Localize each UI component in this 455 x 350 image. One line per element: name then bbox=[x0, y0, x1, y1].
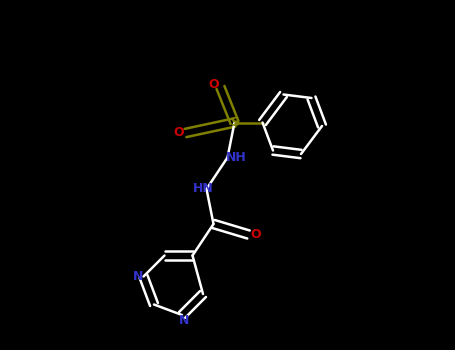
Text: N: N bbox=[133, 270, 143, 283]
Text: O: O bbox=[173, 126, 184, 140]
Text: O: O bbox=[250, 228, 261, 241]
Text: NH: NH bbox=[226, 151, 247, 164]
Text: HN: HN bbox=[192, 182, 213, 196]
Text: S: S bbox=[230, 116, 239, 129]
Text: O: O bbox=[208, 77, 219, 91]
Text: N: N bbox=[178, 314, 189, 327]
